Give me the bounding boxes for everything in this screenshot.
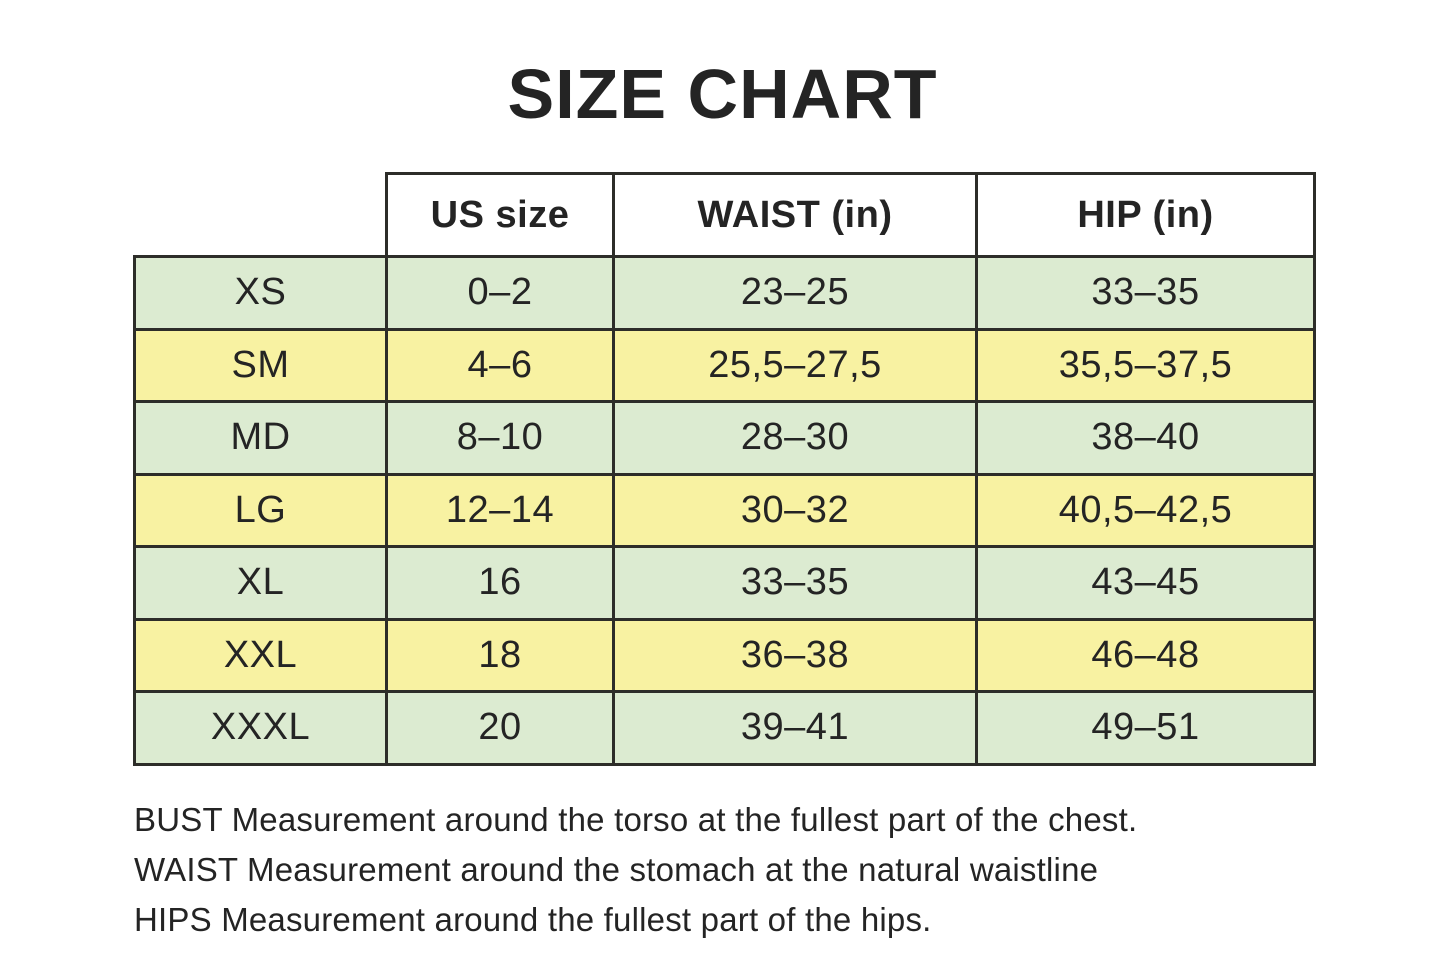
size-row-xl: XL 16 33–35 43–45 [133,545,1316,621]
size-label-cell: MD [133,400,388,476]
note-hips: HIPS Measurement around the fullest part… [134,901,932,938]
size-row-xxxl: XXXL 20 39–41 49–51 [133,690,1316,766]
us-size-cell: 8–10 [385,400,615,476]
hip-cell: 38–40 [975,400,1316,476]
size-label-cell: XXL [133,617,388,693]
waist-cell: 30–32 [612,472,978,548]
header-blank-cell [135,174,387,257]
size-row-md: MD 8–10 28–30 38–40 [133,400,1316,476]
size-row-xxl: XXL 18 36–38 46–48 [133,617,1316,693]
size-label-cell: XL [133,545,388,621]
us-size-cell: 0–2 [385,255,615,331]
note-waist: WAIST Measurement around the stomach at … [134,851,1099,888]
measurement-notes: BUST Measurement around the torso at the… [134,795,1137,945]
hip-cell: 46–48 [975,617,1316,693]
us-size-cell: 20 [385,690,615,766]
column-header-us-size: US size [385,172,615,258]
hip-cell: 40,5–42,5 [975,472,1316,548]
hip-cell: 35,5–37,5 [975,327,1316,403]
hip-cell: 33–35 [975,255,1316,331]
waist-cell: 36–38 [612,617,978,693]
header-row: US size WAIST (in) HIP (in) [135,172,1316,258]
size-label-cell: SM [133,327,388,403]
size-chart-table: US size WAIST (in) HIP (in) XS 0–2 23–25… [133,172,1316,766]
waist-cell: 39–41 [612,690,978,766]
size-label-cell: XS [133,255,388,331]
size-label-cell: LG [133,472,388,548]
waist-cell: 33–35 [612,545,978,621]
column-header-waist: WAIST (in) [612,172,978,258]
waist-cell: 23–25 [612,255,978,331]
waist-cell: 25,5–27,5 [612,327,978,403]
page-title: SIZE CHART [507,55,938,133]
us-size-cell: 18 [385,617,615,693]
hip-cell: 49–51 [975,690,1316,766]
us-size-cell: 4–6 [385,327,615,403]
column-header-hip: HIP (in) [975,172,1316,258]
note-bust: BUST Measurement around the torso at the… [134,801,1138,838]
us-size-cell: 16 [385,545,615,621]
size-label-cell: XXXL [133,690,388,766]
size-row-xs: XS 0–2 23–25 33–35 [133,255,1316,331]
us-size-cell: 12–14 [385,472,615,548]
size-row-sm: SM 4–6 25,5–27,5 35,5–37,5 [133,327,1316,403]
hip-cell: 43–45 [975,545,1316,621]
waist-cell: 28–30 [612,400,978,476]
size-row-lg: LG 12–14 30–32 40,5–42,5 [133,472,1316,548]
